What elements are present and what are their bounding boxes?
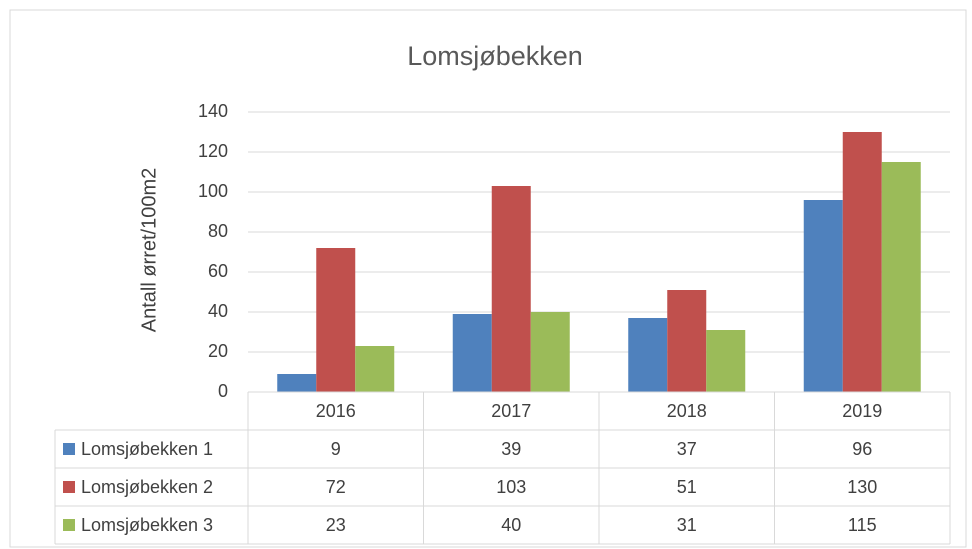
table-value: 37 bbox=[677, 439, 697, 459]
table-value: 130 bbox=[847, 477, 877, 497]
table-value: 96 bbox=[852, 439, 872, 459]
bar bbox=[355, 346, 395, 392]
legend-key bbox=[63, 443, 75, 455]
table-value: 40 bbox=[501, 515, 521, 535]
x-tick-label: 2018 bbox=[667, 401, 707, 421]
bar bbox=[316, 248, 356, 392]
table-value: 23 bbox=[326, 515, 346, 535]
y-tick-label: 60 bbox=[208, 261, 228, 281]
table-value: 9 bbox=[331, 439, 341, 459]
bar bbox=[881, 162, 921, 392]
table-value: 103 bbox=[496, 477, 526, 497]
y-tick-label: 100 bbox=[198, 181, 228, 201]
y-tick-label: 120 bbox=[198, 141, 228, 161]
y-tick-label: 80 bbox=[208, 221, 228, 241]
y-tick-label: 40 bbox=[208, 301, 228, 321]
legend-label: Lomsjøbekken 1 bbox=[81, 439, 213, 459]
bar bbox=[667, 290, 707, 392]
legend-label: Lomsjøbekken 3 bbox=[81, 515, 213, 535]
bar bbox=[530, 312, 570, 392]
x-tick-label: 2019 bbox=[842, 401, 882, 421]
legend-key bbox=[63, 481, 75, 493]
chart-title: Lomsjøbekken bbox=[407, 41, 583, 71]
table-value: 51 bbox=[677, 477, 697, 497]
bar bbox=[628, 318, 668, 392]
table-value: 115 bbox=[848, 515, 877, 535]
bar bbox=[277, 374, 317, 392]
table-value: 31 bbox=[677, 515, 697, 535]
legend-key bbox=[63, 519, 75, 531]
bar bbox=[842, 132, 882, 392]
bar bbox=[706, 330, 746, 392]
bar bbox=[803, 200, 843, 392]
y-tick-label: 140 bbox=[198, 101, 228, 121]
table-value: 72 bbox=[326, 477, 346, 497]
y-axis-label: Antall ørret/100m2 bbox=[138, 168, 160, 333]
bar bbox=[491, 186, 531, 392]
x-tick-label: 2016 bbox=[316, 401, 356, 421]
legend-label: Lomsjøbekken 2 bbox=[81, 477, 213, 497]
y-tick-label: 20 bbox=[208, 341, 228, 361]
bar bbox=[452, 314, 492, 392]
y-tick-label: 0 bbox=[218, 381, 228, 401]
table-value: 39 bbox=[501, 439, 521, 459]
x-tick-label: 2017 bbox=[491, 401, 531, 421]
